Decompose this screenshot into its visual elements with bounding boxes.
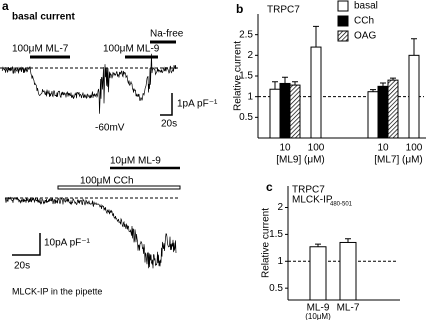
error-bar <box>272 81 278 90</box>
bar <box>309 246 327 301</box>
bar <box>310 46 322 139</box>
legend-swatch <box>337 0 349 12</box>
error-bar <box>315 243 321 247</box>
legend-swatch <box>337 30 349 42</box>
scale-bar <box>12 233 41 256</box>
bar <box>408 54 420 139</box>
y-tick-label: 1.5 <box>269 229 283 240</box>
panel-label: c <box>266 180 273 194</box>
group-label: [ML7] (μM) <box>374 155 423 166</box>
scale-bar <box>160 93 173 116</box>
error-bar <box>282 76 288 84</box>
group-label: [ML9] (μM) <box>276 155 325 166</box>
x-tick-label: 10 <box>279 143 291 154</box>
y-tick-label: 1.5 <box>239 71 253 82</box>
bar <box>387 79 399 139</box>
drug-label: 100μM ML-9 <box>103 44 160 55</box>
y-tick-label: 2 <box>277 202 283 213</box>
scale-label: 10pA pF⁻¹ <box>44 238 91 249</box>
panel-title: TRPC7 <box>292 185 325 196</box>
drug-label: 100μM CCh <box>80 176 134 187</box>
x-tick-label: 100 <box>406 143 423 154</box>
drug-bar <box>57 185 181 190</box>
error-bar <box>370 89 376 92</box>
holding-label: -60mV <box>95 123 125 134</box>
trace <box>4 196 177 269</box>
y-axis-label: Relative current <box>261 208 272 278</box>
panel-label: a <box>2 0 9 13</box>
drug-label: Na-free <box>150 29 184 40</box>
panel-label: b <box>236 2 243 16</box>
error-bar <box>411 38 417 56</box>
error-bar <box>380 82 386 87</box>
bar <box>367 91 379 139</box>
error-bar <box>345 238 351 243</box>
drug-label: 100μM ML-7 <box>12 44 69 55</box>
error-bar <box>313 25 319 48</box>
scale-label: 1pA pF⁻¹ <box>177 99 218 110</box>
y-tick-label: 1 <box>277 256 283 267</box>
drug-label: 10μM ML-9 <box>110 156 161 167</box>
y-tick-label: 2 <box>247 50 253 61</box>
panel-title: basal current <box>12 12 75 23</box>
x-tick-label: ML-9 <box>307 303 330 314</box>
bar <box>377 85 389 139</box>
panel-subtitle: MLCK-IP <box>292 195 333 206</box>
bar <box>279 82 291 139</box>
x-tick-label: 10 <box>377 143 389 154</box>
legend-label: CCh <box>354 16 374 27</box>
panel-a: a basal current 100μM ML-7 100μM ML-9 Na… <box>0 0 218 296</box>
caption: MLCK-IP in the pipette <box>12 286 102 296</box>
panel-title: TRPC7 <box>267 5 300 16</box>
y-tick-label: 2.5 <box>239 29 253 40</box>
y-tick-label: 0.5 <box>269 283 283 294</box>
scale-label: 20s <box>14 261 30 272</box>
error-bar <box>390 77 396 81</box>
y-tick-label: 1 <box>247 91 253 102</box>
x-tick-label: 100 <box>308 143 325 154</box>
legend-swatch <box>337 15 349 27</box>
y-axis-label: Relative current <box>233 41 244 111</box>
trace <box>1 53 177 114</box>
legend-label: OAG <box>354 31 376 42</box>
legend-label: basal <box>354 1 378 12</box>
bar <box>269 88 281 139</box>
x-tick-label: ML-7 <box>337 303 360 314</box>
y-tick-label: 0.5 <box>239 112 253 123</box>
bar <box>339 241 357 301</box>
error-bar <box>292 81 298 86</box>
sublabel: (10μM) <box>305 312 331 320</box>
panel-subtitle-sub: 480-501 <box>330 202 353 208</box>
bar <box>289 84 301 139</box>
scale-label: 20s <box>161 119 177 130</box>
